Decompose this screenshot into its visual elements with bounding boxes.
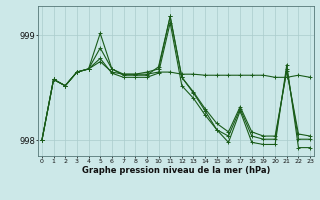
X-axis label: Graphe pression niveau de la mer (hPa): Graphe pression niveau de la mer (hPa) — [82, 166, 270, 175]
